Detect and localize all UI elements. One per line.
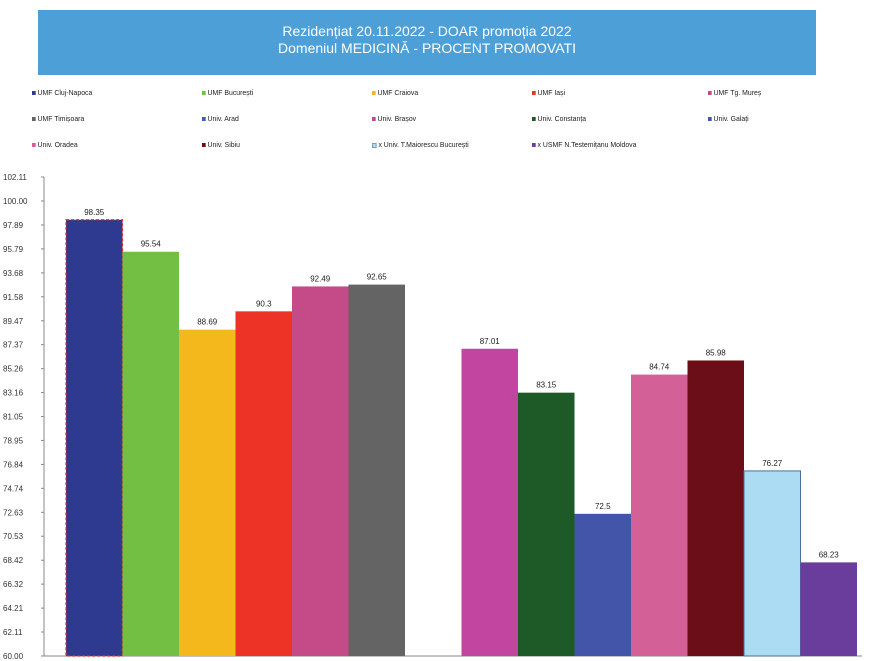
bar-value-label: 68.23: [819, 550, 840, 559]
y-tick-label: 93.68: [3, 269, 24, 278]
bar-value-label: 90.3: [256, 299, 272, 308]
bar-value-label: 85.98: [706, 348, 727, 357]
y-tick-label: 97.89: [3, 221, 24, 230]
legend-swatch: [372, 142, 377, 148]
bar: [461, 348, 518, 656]
chart-subtitle: Domeniul MEDICINĂ - PROCENT PROMOVATI: [278, 40, 576, 56]
y-tick-label: 62.11: [3, 628, 23, 637]
chart-title: Rezidențiat 20.11.2022 - DOAR promoția 2…: [282, 23, 572, 39]
legend-swatch: [202, 117, 206, 122]
y-tick-label: 81.05: [3, 413, 24, 422]
legend-item: Univ. Brașov: [372, 114, 416, 123]
bar-value-label: 92.49: [310, 274, 331, 283]
y-tick-label: 68.42: [3, 556, 24, 565]
chart-legend: UMF Cluj-Napoca UMF București UMF Craiova U…: [0, 82, 870, 162]
legend-label: UMF București: [207, 88, 254, 97]
legend-item: Univ. Oradea: [32, 140, 78, 149]
bar: [518, 392, 575, 656]
chart-title-banner: Rezidențiat 20.11.2022 - DOAR promoția 2…: [38, 10, 816, 75]
legend-swatch: [32, 117, 36, 122]
legend-item: UMF Cluj-Napoca: [32, 88, 92, 97]
bar-value-label: 92.65: [367, 273, 388, 282]
legend-swatch: [708, 117, 712, 122]
bar: [743, 470, 801, 657]
bar-value-label: 83.15: [536, 381, 557, 390]
legend-item: Univ. Galați: [708, 114, 749, 123]
bar: [235, 311, 292, 656]
y-tick-label: 72.63: [3, 508, 24, 517]
bar: [292, 286, 349, 656]
bar: [631, 374, 688, 656]
legend-swatch: [372, 117, 376, 122]
y-tick-label: 85.26: [3, 365, 24, 374]
y-tick-label: 83.16: [3, 389, 24, 398]
bar-value-label: 87.01: [480, 337, 501, 346]
legend-swatch: [708, 91, 712, 96]
bar: [687, 360, 744, 656]
legend-label: UMF Iași: [537, 88, 566, 97]
bar-value-label: 84.74: [649, 363, 670, 372]
legend-swatch: [532, 117, 536, 122]
bar: [348, 284, 405, 656]
legend-item: UMF Tg. Mureș: [708, 88, 761, 97]
y-tick-label: 76.84: [3, 460, 24, 469]
y-tick-label: 87.37: [3, 341, 24, 350]
bar: [65, 219, 124, 657]
y-tick-label: 100.00: [3, 197, 28, 206]
bar-value-label: 88.69: [197, 318, 218, 327]
y-tick-label: 66.32: [3, 580, 24, 589]
legend-label: Univ. Brașov: [377, 114, 417, 123]
legend-item: UMF Iași: [532, 88, 565, 97]
legend-label: Univ. Sibiu: [207, 140, 240, 149]
legend-label: UMF Cluj-Napoca: [37, 88, 93, 97]
legend-label: x Univ. T.Maiorescu București: [378, 140, 469, 149]
y-tick-label: 78.95: [3, 436, 24, 445]
legend-item: Univ. Constanța: [532, 114, 586, 123]
y-tick-label: 74.74: [3, 484, 24, 493]
y-tick-label: 95.79: [3, 245, 24, 254]
legend-swatch: [32, 91, 36, 96]
bar-value-label: 95.54: [141, 240, 162, 249]
legend-label: x USMF N.Testemițanu Moldova: [537, 140, 637, 149]
legend-item: UMF București: [202, 88, 253, 97]
y-tick-label: 91.58: [3, 293, 24, 302]
legend-label: Univ. Arad: [207, 114, 239, 123]
bar: [800, 562, 857, 656]
legend-item: x Univ. T.Maiorescu București: [372, 140, 469, 149]
legend-swatch: [32, 143, 36, 148]
legend-label: Univ. Oradea: [37, 140, 78, 149]
legend-label: UMF Craiova: [377, 88, 419, 97]
legend-item: Univ. Sibiu: [202, 140, 240, 149]
legend-swatch: [532, 91, 536, 96]
y-tick-label: 64.21: [3, 604, 24, 613]
bar: [122, 251, 179, 656]
legend-swatch: [372, 91, 376, 96]
legend-label: Univ. Galați: [713, 114, 749, 123]
legend-item: UMF Timișoara: [32, 114, 84, 123]
legend-swatch: [202, 143, 206, 148]
legend-item: x USMF N.Testemițanu Moldova: [532, 140, 636, 149]
y-tick-label: 70.53: [3, 532, 24, 541]
bar-value-label: 72.5: [595, 502, 611, 511]
legend-label: UMF Tg. Mureș: [713, 88, 762, 97]
legend-label: UMF Timișoara: [37, 114, 85, 123]
y-tick-label: 60.00: [3, 652, 24, 661]
bar: [179, 329, 236, 656]
legend-label: Univ. Constanța: [537, 114, 587, 123]
y-tick-label: 89.47: [3, 317, 24, 326]
y-tick-label: 102.11: [3, 173, 27, 182]
bar-value-label: 76.27: [762, 459, 783, 468]
legend-swatch: [202, 91, 206, 96]
legend-item: Univ. Arad: [202, 114, 239, 123]
legend-item: UMF Craiova: [372, 88, 418, 97]
bar-value-label: 98.35: [84, 208, 105, 217]
legend-swatch: [532, 143, 536, 148]
bar: [574, 513, 631, 656]
